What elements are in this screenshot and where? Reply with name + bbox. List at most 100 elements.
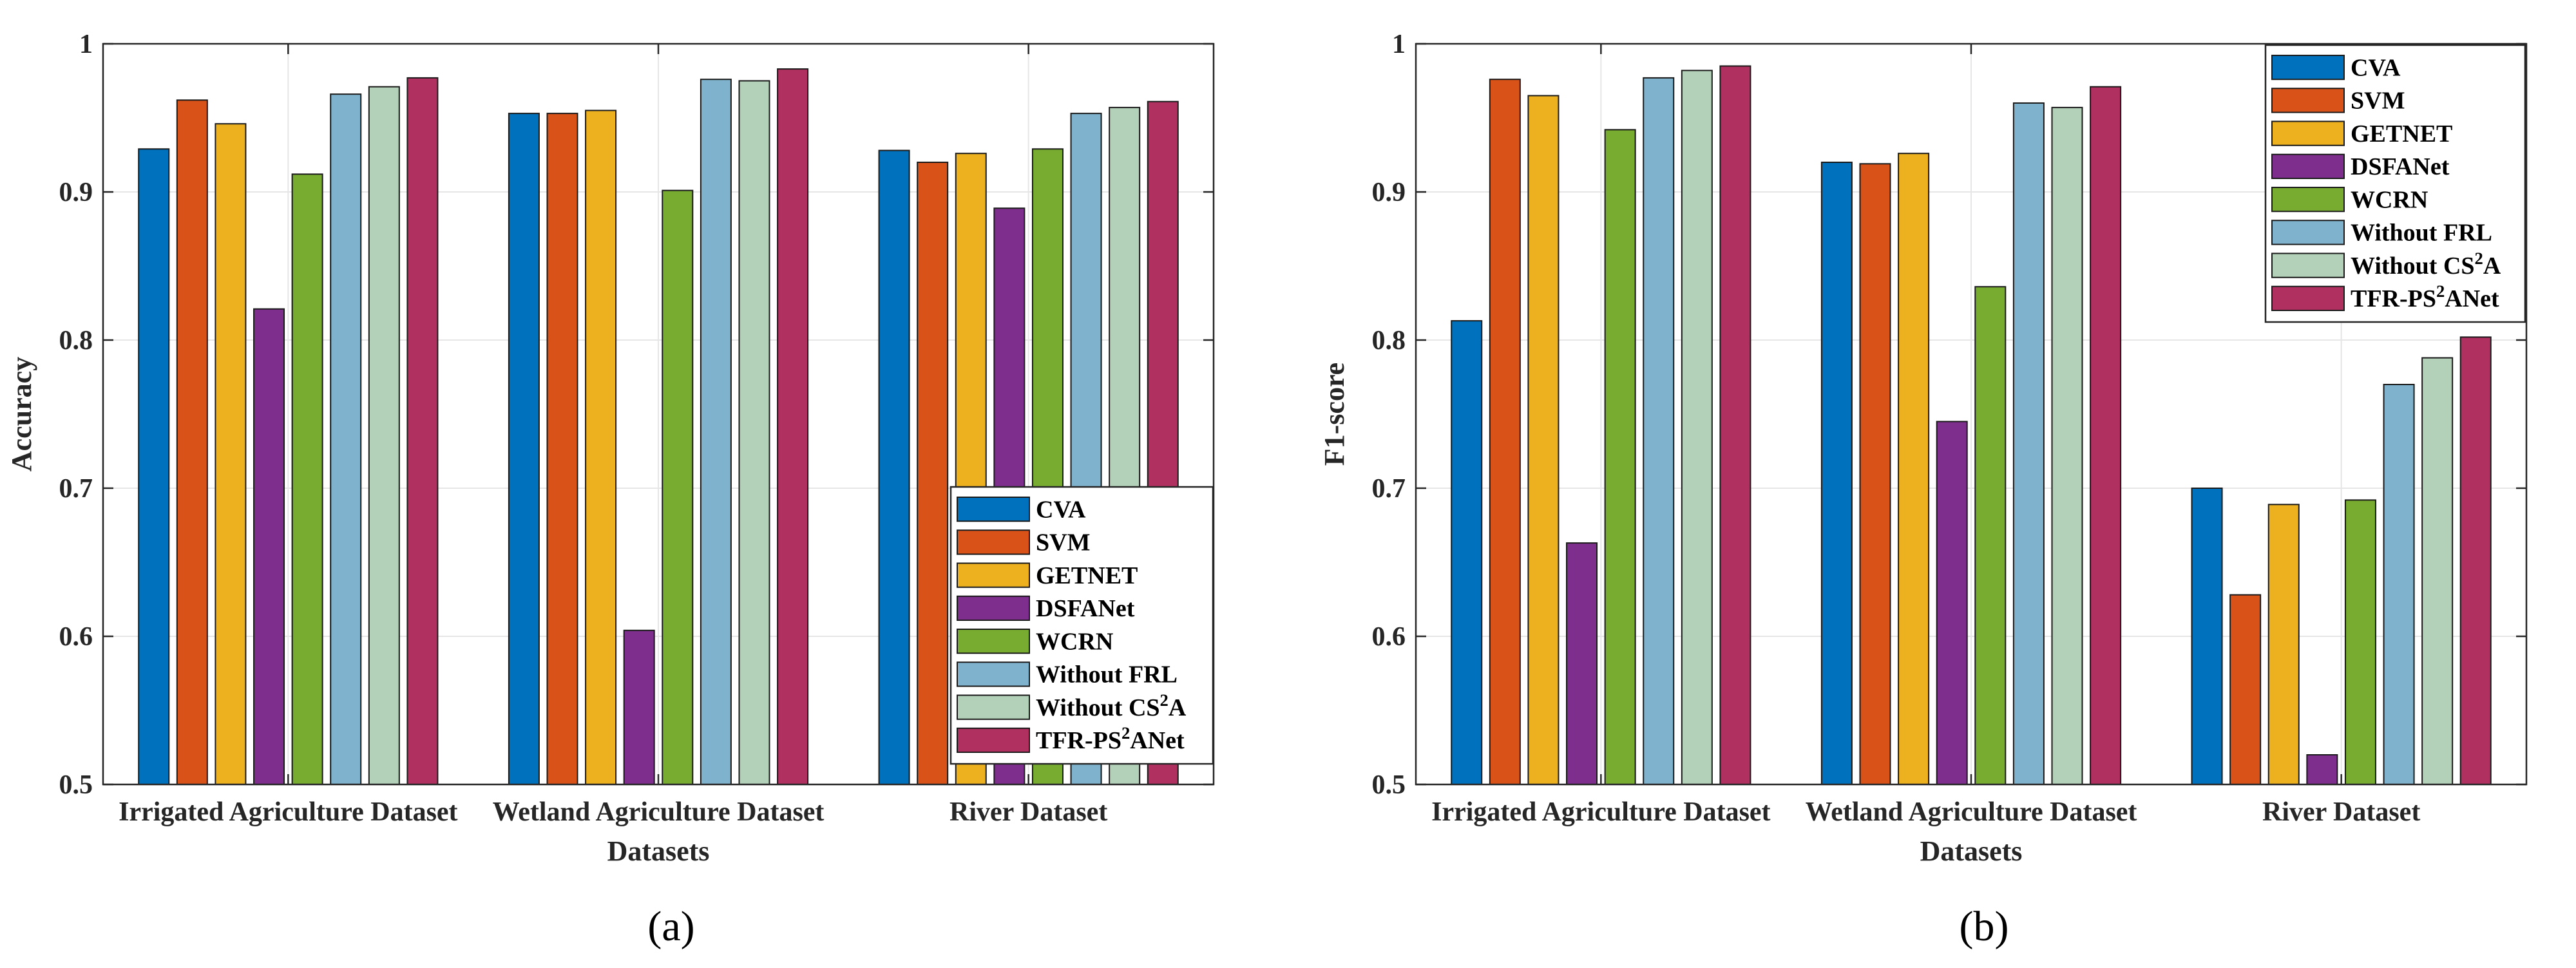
- legend-swatch-without-cs2a: [2271, 252, 2345, 278]
- bar-without-cs2a-irrigated-agriculture-dataset: [1681, 70, 1713, 785]
- bar-without-frl-wetland-agriculture-dataset: [700, 79, 732, 786]
- legend-swatch-cva: [957, 497, 1030, 522]
- accuracy-chart: 0.5 0.6 0.7 0.8 0.9 1 Irrigated Agriculture Da…: [6, 30, 1215, 950]
- legend-label-without-frl: Without FRL: [2351, 220, 2492, 247]
- bar-without-cs2a-irrigated-agriculture-dataset: [368, 86, 400, 786]
- bar-tfr-ps2anet-wetland-agriculture-dataset: [2090, 86, 2122, 786]
- legend-label-getnet: GETNET: [2351, 120, 2452, 147]
- legend-label-getnet: GETNET: [1036, 562, 1138, 589]
- legend-swatch-svm: [957, 529, 1030, 555]
- bar-cva-irrigated-agriculture-dataset: [138, 148, 170, 786]
- legend-swatch-dsfanet: [957, 595, 1030, 621]
- bar-dsfanet-river-dataset: [2306, 754, 2338, 785]
- legend-label-wcrn: WCRN: [1036, 628, 1113, 655]
- bar-tfr-ps2anet-irrigated-agriculture-dataset: [406, 77, 439, 785]
- legend-swatch-dsfanet: [2271, 153, 2345, 179]
- bar-dsfanet-irrigated-agriculture-dataset: [253, 308, 285, 785]
- bar-cva-wetland-agriculture-dataset: [508, 113, 540, 786]
- legend-swatch-wcrn: [957, 629, 1030, 654]
- bar-without-frl-irrigated-agriculture-dataset: [330, 93, 362, 786]
- legend-swatch-without-frl: [957, 661, 1030, 687]
- bar-getnet-river-dataset: [2267, 504, 2300, 785]
- bar-dsfanet-wetland-agriculture-dataset: [623, 629, 655, 785]
- legend-label-tfr-ps2anet: TFR-PS2ANet: [1036, 723, 1185, 754]
- x-tick-label: Irrigated Agriculture Dataset: [119, 797, 457, 827]
- y-tick-label: 0.6: [1372, 622, 1406, 652]
- y-tick-label: 0.6: [59, 622, 93, 652]
- legend-label-tfr-ps2anet: TFR-PS2ANet: [2351, 281, 2499, 312]
- bar-cva-river-dataset: [2191, 488, 2223, 785]
- y-tick-label: 0.7: [1372, 474, 1406, 504]
- y-tick-label: 0.5: [59, 770, 93, 800]
- legend-swatch-svm: [2271, 88, 2345, 113]
- legend-swatch-getnet: [957, 562, 1030, 588]
- bar-dsfanet-irrigated-agriculture-dataset: [1566, 542, 1598, 785]
- x-tick-label: River Dataset: [949, 797, 1107, 827]
- bar-cva-wetland-agriculture-dataset: [1820, 162, 1853, 785]
- bar-getnet-wetland-agriculture-dataset: [1898, 153, 1930, 785]
- legend-swatch-getnet: [2271, 120, 2345, 146]
- y-tick-label: 0.8: [1372, 326, 1406, 356]
- bar-wcrn-river-dataset: [2344, 499, 2376, 786]
- legend-label-cva: CVA: [2351, 54, 2401, 81]
- bar-cva-river-dataset: [878, 149, 910, 786]
- y-axis-label: Accuracy: [6, 357, 37, 471]
- y-axis-label: F1-score: [1319, 363, 1350, 466]
- bar-without-frl-irrigated-agriculture-dataset: [1643, 77, 1675, 785]
- legend-swatch-tfr-ps2anet: [2271, 285, 2345, 311]
- x-tick-label: Wetland Agriculture Dataset: [493, 797, 825, 827]
- x-tick-label: Irrigated Agriculture Dataset: [1431, 797, 1770, 827]
- bar-without-cs2a-wetland-agriculture-dataset: [2051, 106, 2083, 785]
- bar-wcrn-wetland-agriculture-dataset: [662, 189, 694, 785]
- legend-box: [2264, 44, 2526, 323]
- bar-without-cs2a-wetland-agriculture-dataset: [738, 80, 770, 785]
- y-tick-label: 1: [79, 30, 93, 59]
- legend-label-cva: CVA: [1036, 496, 1086, 523]
- bar-wcrn-wetland-agriculture-dataset: [1974, 286, 2007, 785]
- bar-tfr-ps2anet-river-dataset: [2459, 336, 2492, 785]
- panel-label: (a): [647, 903, 694, 950]
- x-axis-label: Datasets: [1920, 835, 2023, 867]
- bar-svm-irrigated-agriculture-dataset: [176, 99, 208, 785]
- bar-tfr-ps2anet-irrigated-agriculture-dataset: [1719, 65, 1751, 785]
- bar-cva-irrigated-agriculture-dataset: [1451, 320, 1483, 786]
- x-tick-label: River Dataset: [2262, 797, 2420, 827]
- bar-getnet-wetland-agriculture-dataset: [585, 109, 617, 785]
- legend-swatch-tfr-ps2anet: [957, 727, 1030, 753]
- bar-wcrn-irrigated-agriculture-dataset: [291, 173, 323, 785]
- legend-label-svm: SVM: [2351, 88, 2405, 115]
- bar-dsfanet-wetland-agriculture-dataset: [1936, 421, 1968, 785]
- legend-label-dsfanet: DSFANet: [2351, 153, 2450, 180]
- f1-score-chart: 0.5 0.6 0.7 0.8 0.9 1 Irrigated Agriculture Da…: [1319, 30, 2528, 950]
- y-tick-label: 0.8: [59, 326, 93, 356]
- bar-svm-river-dataset: [917, 162, 949, 785]
- bar-getnet-irrigated-agriculture-dataset: [1527, 95, 1560, 785]
- bar-without-frl-river-dataset: [2383, 384, 2415, 785]
- legend-label-without-frl: Without FRL: [1036, 661, 1178, 688]
- legend-label-svm: SVM: [1036, 529, 1090, 556]
- y-tick-label: 0.7: [59, 474, 93, 504]
- bar-svm-river-dataset: [2229, 594, 2262, 785]
- legend-swatch-cva: [2271, 55, 2345, 81]
- y-tick-label: 0.9: [1372, 178, 1406, 207]
- bar-without-frl-wetland-agriculture-dataset: [2012, 102, 2045, 785]
- bar-svm-wetland-agriculture-dataset: [1859, 163, 1891, 786]
- x-tick-label: Wetland Agriculture Dataset: [1806, 797, 2137, 827]
- legend-swatch-without-frl: [2271, 220, 2345, 245]
- bar-svm-wetland-agriculture-dataset: [546, 113, 578, 786]
- bar-getnet-irrigated-agriculture-dataset: [215, 123, 247, 786]
- legend-box: [949, 486, 1214, 765]
- x-axis-label: Datasets: [607, 835, 710, 867]
- panel-label: (b): [1960, 903, 2009, 950]
- legend-label-dsfanet: DSFANet: [1036, 595, 1135, 622]
- bar-without-cs2a-river-dataset: [2421, 357, 2454, 785]
- bar-svm-irrigated-agriculture-dataset: [1489, 79, 1521, 786]
- bar-tfr-ps2anet-wetland-agriculture-dataset: [777, 68, 809, 786]
- y-tick-label: 0.9: [59, 178, 93, 207]
- legend-label-wcrn: WCRN: [2351, 186, 2428, 213]
- legend-swatch-wcrn: [2271, 187, 2345, 213]
- y-tick-label: 0.5: [1372, 770, 1406, 800]
